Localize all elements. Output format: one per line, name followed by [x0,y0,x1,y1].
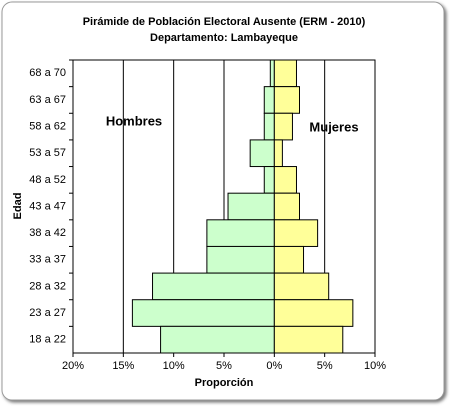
y-tick-label: 43 a 47 [29,200,66,212]
bar [273,112,293,141]
bar [273,272,330,301]
y-tick-label: 48 a 52 [29,174,66,186]
annotation: Hombres [106,113,162,128]
annotation: Mujeres [309,119,358,134]
y-tick-label: 28 a 32 [29,280,66,292]
x-tick-label: 15% [112,360,134,372]
y-tick-label: 33 a 37 [29,254,66,266]
bar [273,219,319,247]
x-axis-label: Proporción [195,377,254,389]
bar [160,325,275,354]
bar [263,86,275,114]
bar [273,59,297,88]
y-tick-label: 53 a 57 [29,147,66,159]
bar [273,192,301,221]
bar [273,86,301,114]
x-tick-label: 0% [266,360,282,372]
x-tick-label: 10% [163,360,185,372]
bar [263,112,275,141]
y-tick-label: 18 a 22 [29,334,66,346]
x-tick-label: 5% [317,360,333,372]
x-tick-label: 10% [364,360,386,372]
y-tick-label: 58 a 62 [29,120,66,132]
x-tick-label: 5% [216,360,232,372]
bar [131,299,275,327]
y-tick-label: 23 a 27 [29,307,66,319]
bar [273,245,305,274]
bar [263,166,275,194]
bar [206,219,275,247]
chart-subtitle: Departamento: Lambayeque [150,32,298,44]
bar [269,59,275,88]
bar [273,139,283,168]
bar [273,166,297,194]
bar [152,272,275,301]
bar [273,325,344,354]
chart-title: Pirámide de Población Electoral Ausente … [83,16,366,28]
bar [273,299,354,327]
y-tick-label: 63 a 67 [29,94,66,106]
bar [227,192,275,221]
x-tick-label: 20% [62,360,84,372]
y-tick-label: 38 a 42 [29,227,66,239]
y-axis-label: Edad [12,193,24,220]
bar [206,245,275,274]
bar [249,139,275,168]
y-tick-label: 68 a 70 [29,67,66,79]
